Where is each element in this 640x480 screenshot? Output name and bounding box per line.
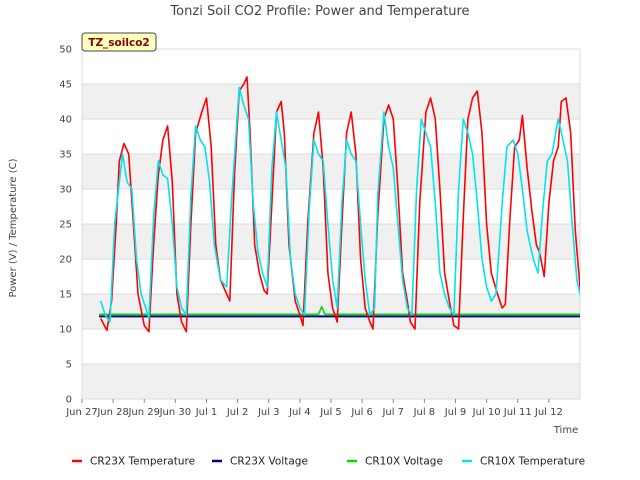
y-tick-label: 15 — [59, 290, 72, 301]
x-tick-label: Jul 8 — [413, 407, 436, 418]
plot-band — [82, 364, 580, 399]
series-line-cr10x-temperature — [99, 86, 580, 323]
legend-label: CR23X Voltage — [230, 456, 308, 468]
x-tick-label: Jul 2 — [226, 407, 249, 418]
x-tick-label: Jun 29 — [127, 407, 160, 418]
y-tick-label: 0 — [66, 395, 72, 406]
legend-item-cr10x-temperature: CR10X Temperature — [462, 456, 585, 468]
series-line-cr10x-voltage — [99, 305, 580, 316]
x-tick-label: Jul 11 — [503, 407, 532, 418]
plot-band — [82, 84, 580, 119]
y-axis-ticks: 0 5 10 15 20 25 30 35 40 45 50 — [59, 45, 72, 406]
y-tick-label: 35 — [59, 150, 72, 161]
chart-title: Tonzi Soil CO2 Profile: Power and Temper… — [169, 4, 469, 19]
legend-item-cr10x-voltage: CR10X Voltage — [347, 456, 443, 468]
legend-label: CR23X Temperature — [90, 456, 195, 468]
x-tick-label: Jul 12 — [534, 407, 563, 418]
y-tick-label: 30 — [59, 185, 72, 196]
y-tick-label: 10 — [59, 325, 72, 336]
y-tick-label: 40 — [59, 115, 72, 126]
plot-band — [82, 154, 580, 189]
y-tick-label: 45 — [59, 80, 72, 91]
legend-item-cr23x-temperature: CR23X Temperature — [72, 456, 195, 468]
x-tick-label: Jul 9 — [444, 407, 467, 418]
series-line-cr23x-temperature — [99, 76, 580, 333]
x-tick-label: Jul 5 — [319, 407, 342, 418]
legend: CR23X Temperature CR23X Voltage CR10X Volt… — [72, 456, 585, 468]
legend-label: CR10X Voltage — [365, 456, 443, 468]
x-tick-label: Jul 4 — [288, 407, 311, 418]
x-tick-label: Jun 28 — [96, 407, 129, 418]
x-tick-label: Jul 1 — [195, 407, 218, 418]
legend-item-cr23x-voltage: CR23X Voltage — [212, 456, 308, 468]
y-tick-label: 5 — [66, 360, 72, 371]
y-axis-label: Power (V) / Temperature (C) — [8, 158, 19, 297]
x-axis-ticks: Jun 27 Jun 28 Jun 29 Jun 30 Jul 1 Jul 2 Jul 3 J… — [65, 399, 563, 418]
x-tick-label: Jul 10 — [472, 407, 501, 418]
series-lines — [99, 76, 580, 333]
x-tick-label: Jul 3 — [257, 407, 280, 418]
x-tick-label: Jun 27 — [65, 407, 98, 418]
x-tick-label: Jun 30 — [159, 407, 192, 418]
y-tick-label: 50 — [59, 45, 72, 56]
x-axis-label: Time — [553, 425, 578, 436]
dataset-badge-text: TZ_soilco2 — [88, 37, 149, 49]
y-tick-label: 20 — [59, 255, 72, 266]
x-tick-label: Jul 6 — [350, 407, 373, 418]
legend-label: CR10X Temperature — [480, 456, 585, 468]
x-tick-label: Jul 7 — [381, 407, 404, 418]
dataset-badge: TZ_soilco2 — [81, 32, 157, 52]
y-tick-label: 25 — [59, 220, 72, 231]
